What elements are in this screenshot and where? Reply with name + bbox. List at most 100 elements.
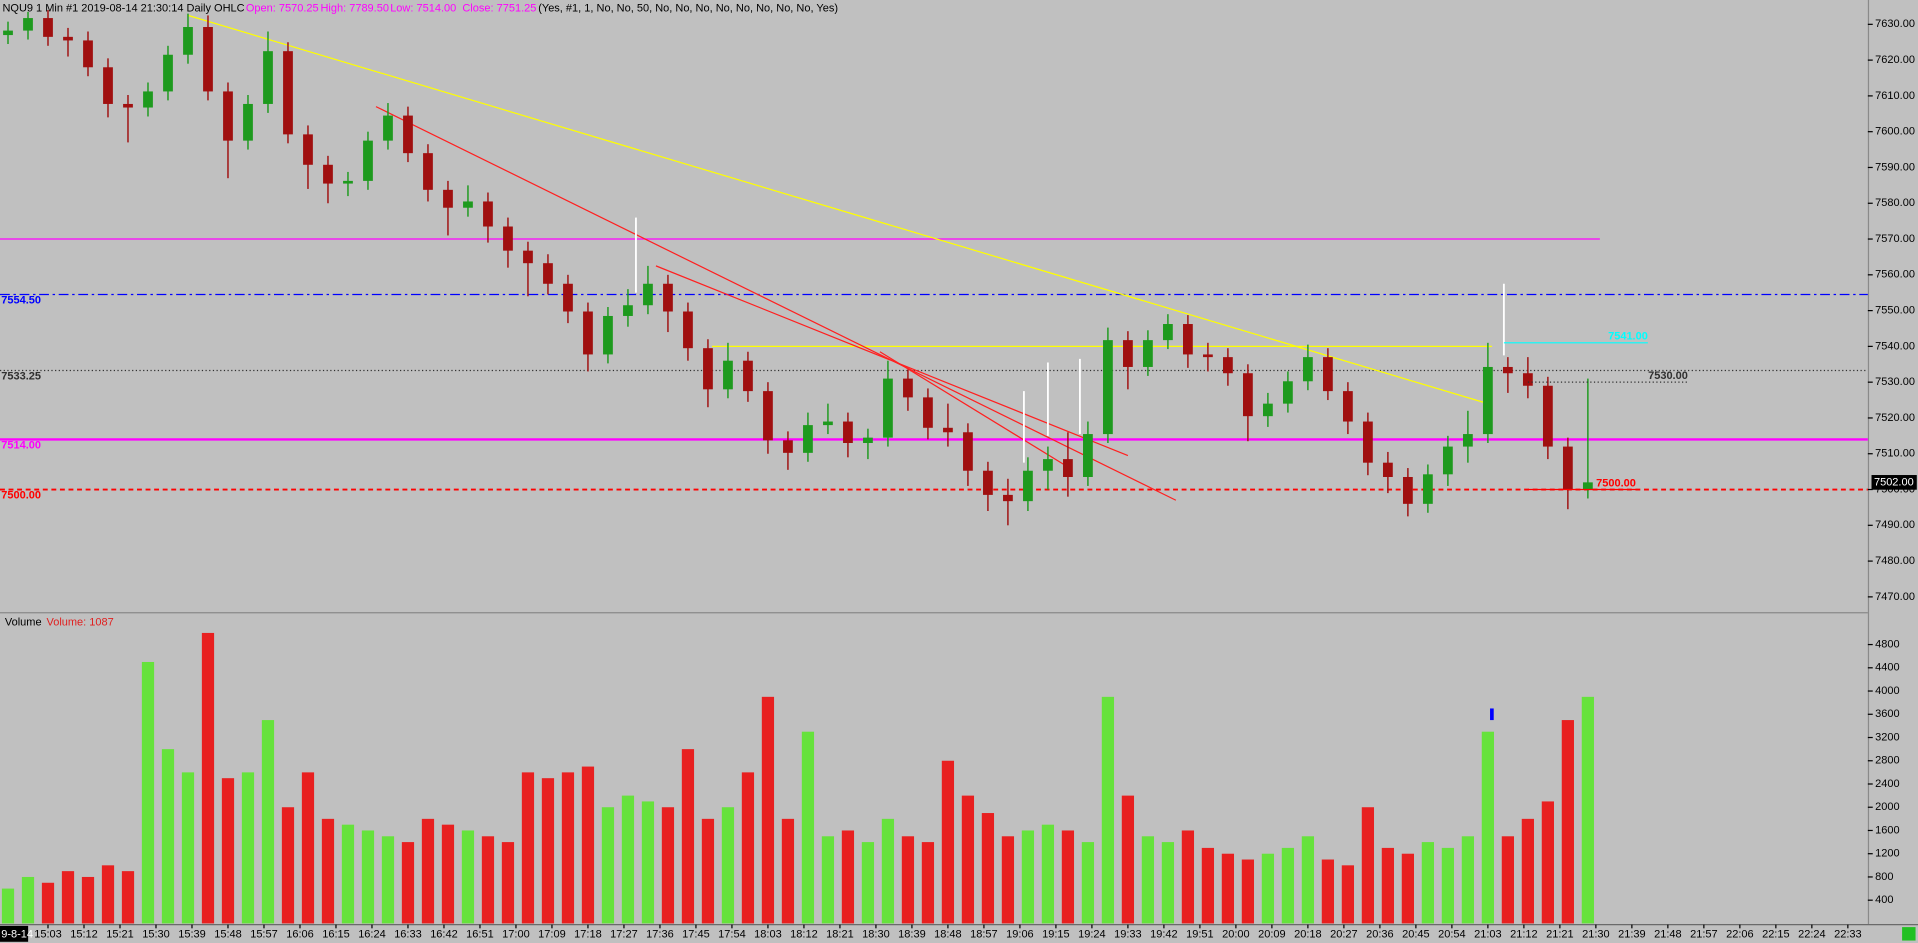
volume-bar <box>281 807 295 924</box>
candle-body <box>683 311 693 349</box>
x-tick-label: 18:57 <box>970 928 998 940</box>
volume-bar <box>1101 696 1115 924</box>
x-tick-label: 20:18 <box>1294 928 1322 940</box>
volume-bar <box>1481 731 1494 924</box>
volume-bar <box>781 818 795 924</box>
volume-bar <box>381 836 395 924</box>
candle-body <box>523 250 533 264</box>
volume-bar <box>1221 853 1235 924</box>
volume-bar <box>561 772 575 924</box>
volume-bar <box>1021 830 1035 924</box>
x-tick-label: 16:33 <box>394 928 422 940</box>
candle-body <box>23 18 33 31</box>
volume-bar <box>541 778 555 924</box>
candle-body <box>1542 385 1553 447</box>
candle-body <box>1522 373 1533 386</box>
volume-bar <box>1081 842 1095 924</box>
volume-bar <box>1381 847 1395 924</box>
volume-bar <box>21 876 35 924</box>
candle-body <box>443 189 453 208</box>
x-tick-label: 16:51 <box>466 928 494 940</box>
date-label: 9-8-14 <box>1 928 33 940</box>
candle-body <box>723 360 733 390</box>
x-tick-label: 17:18 <box>574 928 602 940</box>
candle-body <box>183 27 193 55</box>
ohlc-label: Low: 7514.00 <box>390 2 456 14</box>
volume-bar <box>1121 795 1135 924</box>
candle-body <box>1003 494 1013 502</box>
x-tick-label: 17:09 <box>538 928 566 940</box>
volume-bar <box>741 772 755 924</box>
x-tick-label: 15:21 <box>106 928 134 940</box>
volume-bar <box>901 836 915 924</box>
candle-body <box>303 134 313 165</box>
volume-bar <box>601 807 615 924</box>
candle-body <box>63 36 73 41</box>
volume-bar <box>681 749 695 924</box>
volume-bar <box>861 842 875 924</box>
candle-body <box>903 378 913 398</box>
volume-bar <box>1301 836 1315 924</box>
volume-bar <box>441 824 455 924</box>
x-tick-label: 22:24 <box>1798 928 1826 940</box>
volume-bar <box>641 801 655 924</box>
candle-body <box>983 470 993 495</box>
x-tick-label: 16:24 <box>358 928 386 940</box>
candle-body <box>583 311 593 355</box>
volume-bar <box>401 842 415 924</box>
volume-bar <box>1061 830 1075 924</box>
volume-bar <box>321 818 335 924</box>
x-tick-label: 20:27 <box>1330 928 1358 940</box>
volume-bar <box>801 731 815 924</box>
ohlc-label: High: 7789.50 <box>320 2 389 14</box>
candle-body <box>1582 482 1593 490</box>
volume-bar <box>41 882 55 924</box>
candle-body <box>223 91 233 141</box>
candle-body <box>1442 446 1453 475</box>
candle-body <box>1263 403 1273 417</box>
candle-body <box>1422 474 1433 504</box>
volume-bar <box>101 865 115 924</box>
x-tick-label: 16:15 <box>322 928 350 940</box>
candle-body <box>783 440 793 453</box>
x-tick-label: 19:51 <box>1186 928 1214 940</box>
settings-text: (Yes, #1, 1, No, No, 50, No, No, No, No,… <box>538 2 838 14</box>
volume-bar <box>701 818 715 924</box>
volume-bar <box>301 772 315 924</box>
volume-bar <box>61 871 75 924</box>
segment-label: 7500.00 <box>1596 477 1636 489</box>
y-tick-label: 7510.00 <box>1875 448 1915 460</box>
volume-tick-label: 4400 <box>1875 662 1899 674</box>
volume-bar <box>1181 830 1195 924</box>
candle-body <box>1562 446 1573 490</box>
volume-bar <box>221 778 235 924</box>
candle-body <box>103 67 113 104</box>
volume-bar <box>1401 853 1415 924</box>
x-tick-label: 17:45 <box>682 928 710 940</box>
volume-bar <box>1201 847 1215 924</box>
x-tick-label: 15:39 <box>178 928 206 940</box>
y-tick-label: 7590.00 <box>1875 161 1915 173</box>
candle-body <box>1163 324 1173 341</box>
candle-body <box>863 437 873 444</box>
volume-bar <box>961 795 975 924</box>
x-tick-label: 17:00 <box>502 928 530 940</box>
candle-body <box>1243 373 1253 417</box>
volume-bar <box>581 766 595 924</box>
x-tick-label: 20:45 <box>1402 928 1430 940</box>
candle-body <box>643 283 653 306</box>
candle-body <box>383 115 393 141</box>
x-tick-label: 19:42 <box>1150 928 1178 940</box>
volume-tick-label: 2800 <box>1875 755 1899 767</box>
volume-bar <box>1161 842 1175 924</box>
volume-bar <box>1461 836 1474 924</box>
level-label: 7514.00 <box>1 439 41 451</box>
level-label: 7500.00 <box>1 490 41 502</box>
y-tick-label: 7520.00 <box>1875 412 1915 424</box>
x-tick-label: 22:15 <box>1762 928 1790 940</box>
candle-body <box>283 51 293 135</box>
x-tick-label: 19:15 <box>1042 928 1070 940</box>
x-tick-label: 19:24 <box>1078 928 1106 940</box>
volume-bar <box>621 795 635 924</box>
